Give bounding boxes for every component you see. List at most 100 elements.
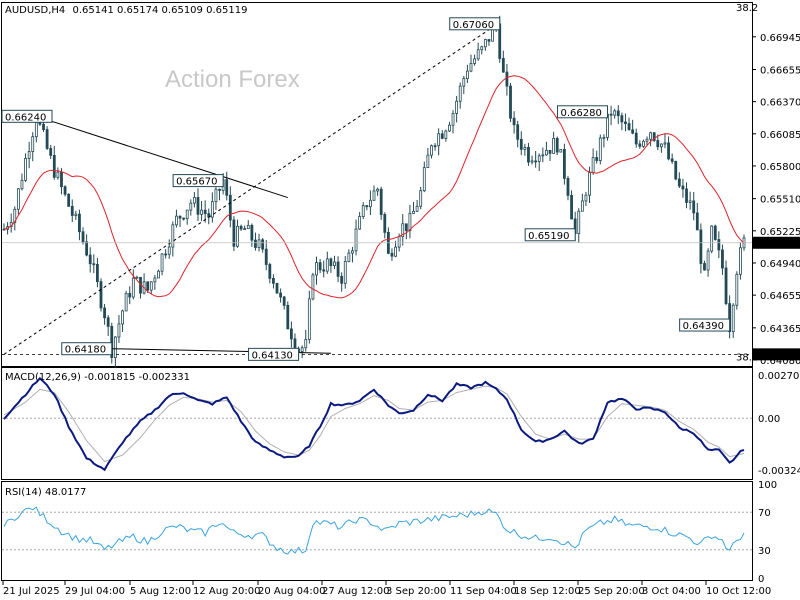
price-level-label: 0.67060 bbox=[449, 17, 501, 31]
candle-body bbox=[692, 200, 696, 214]
candle-body bbox=[642, 140, 645, 147]
candle-body bbox=[706, 250, 710, 271]
candle-body bbox=[275, 282, 279, 294]
candle bbox=[509, 83, 512, 123]
candle bbox=[117, 315, 121, 343]
candle bbox=[512, 111, 516, 134]
candle-body bbox=[121, 310, 124, 325]
candle bbox=[139, 276, 142, 299]
candle bbox=[394, 240, 397, 258]
candle bbox=[458, 82, 462, 109]
candle-body bbox=[580, 200, 584, 212]
candle bbox=[157, 269, 160, 279]
candle bbox=[695, 203, 699, 231]
label-box bbox=[248, 347, 300, 361]
price-tick-label: 0.66085 bbox=[760, 130, 800, 141]
candle-body bbox=[239, 225, 243, 230]
time-tick-label: 21 Jul 2025 bbox=[3, 586, 60, 597]
candle-body bbox=[246, 224, 250, 230]
candle bbox=[721, 244, 724, 275]
candle bbox=[598, 134, 602, 165]
candle bbox=[634, 128, 638, 148]
candle-body bbox=[652, 132, 656, 141]
candle bbox=[192, 192, 196, 208]
candle bbox=[408, 204, 412, 239]
candle-body bbox=[634, 132, 638, 145]
candle bbox=[577, 208, 581, 243]
candle bbox=[703, 260, 706, 271]
candle-body bbox=[85, 241, 89, 256]
label-box bbox=[679, 318, 731, 332]
candle-body bbox=[699, 229, 703, 264]
candle bbox=[164, 249, 168, 259]
rsi-panel-frame bbox=[1, 481, 753, 581]
candle bbox=[541, 147, 545, 163]
candle-body bbox=[311, 274, 315, 300]
candle-body bbox=[426, 154, 430, 169]
candle bbox=[455, 95, 459, 123]
candle bbox=[480, 45, 484, 55]
candle bbox=[131, 269, 135, 300]
candle-body bbox=[325, 258, 329, 272]
candle bbox=[52, 145, 56, 180]
price-tick-label: 0.66945 bbox=[760, 33, 800, 44]
candle-body bbox=[178, 215, 182, 219]
candle-body bbox=[631, 129, 635, 134]
candle bbox=[476, 42, 480, 61]
price-tick-label: 0.65800 bbox=[760, 162, 800, 173]
candle bbox=[218, 188, 221, 201]
label-text: 0.65670 bbox=[176, 177, 217, 188]
candle-body bbox=[289, 328, 293, 340]
candle-body bbox=[192, 197, 196, 204]
candle-body bbox=[721, 249, 724, 269]
candle bbox=[674, 160, 678, 181]
candle-body bbox=[735, 273, 739, 306]
candle-body bbox=[505, 71, 509, 87]
candle bbox=[361, 202, 365, 220]
candle bbox=[92, 254, 96, 274]
candle bbox=[444, 129, 448, 142]
candle bbox=[419, 186, 423, 210]
candle bbox=[401, 214, 405, 246]
candle-body bbox=[131, 277, 135, 298]
price-level-label: 0.66280 bbox=[556, 105, 608, 119]
candle-body bbox=[20, 179, 24, 190]
candle-body bbox=[232, 219, 236, 247]
candle bbox=[659, 143, 663, 153]
candle-body bbox=[225, 179, 229, 196]
candle-body bbox=[595, 157, 599, 161]
candle bbox=[175, 209, 178, 228]
candle-body bbox=[351, 250, 354, 254]
candle-body bbox=[555, 138, 559, 153]
candle bbox=[286, 301, 290, 330]
candle bbox=[685, 182, 688, 209]
candle bbox=[462, 76, 466, 95]
candle-body bbox=[157, 270, 160, 279]
candle-body bbox=[667, 142, 670, 160]
candle-body bbox=[656, 140, 660, 148]
candle bbox=[318, 259, 322, 274]
candle-body bbox=[394, 246, 397, 257]
candle bbox=[645, 136, 649, 147]
candle bbox=[149, 281, 153, 294]
candle bbox=[437, 128, 441, 156]
candle-body bbox=[286, 304, 290, 330]
macd-title: MACD(12,26,9) -0.001815 -0.002331 bbox=[5, 372, 190, 383]
label-text: 0.66280 bbox=[560, 108, 601, 119]
candle-body bbox=[591, 157, 595, 173]
candle-body bbox=[95, 263, 99, 283]
candle bbox=[465, 64, 469, 83]
candle-body bbox=[397, 236, 401, 248]
candle-body bbox=[372, 190, 376, 201]
candle-body bbox=[358, 216, 362, 230]
candle-body bbox=[609, 113, 613, 116]
candle bbox=[609, 105, 613, 126]
candle-body bbox=[146, 281, 150, 291]
candle bbox=[627, 117, 631, 131]
candle-body bbox=[322, 269, 326, 272]
candle-body bbox=[541, 154, 545, 157]
candle-body bbox=[670, 158, 674, 162]
label-box bbox=[172, 174, 224, 188]
candle bbox=[113, 336, 117, 368]
price-level-label: 0.64130 bbox=[248, 347, 300, 361]
